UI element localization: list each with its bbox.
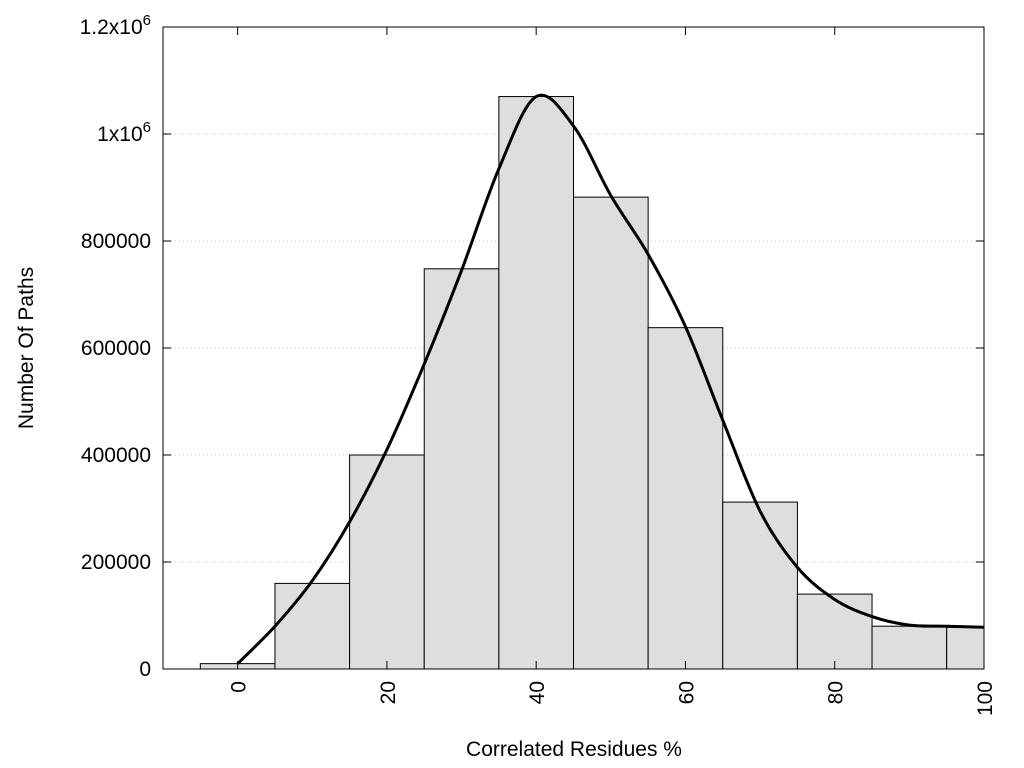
- x-tick-label-0: 0: [228, 681, 251, 693]
- y-tick-label-0: 0: [139, 658, 151, 681]
- y-tick-label-1: 200000: [81, 551, 151, 574]
- bar-7: [722, 501, 798, 670]
- y-axis-title: Number Of Paths: [15, 267, 38, 429]
- bar-3: [423, 268, 500, 670]
- x-tick-label-2: 40: [526, 681, 549, 704]
- bar-9: [871, 625, 948, 670]
- y-tick-label-6: 1.2x106: [80, 12, 151, 39]
- x-tick-label-4: 80: [825, 681, 848, 704]
- y-tick-label-2: 400000: [81, 444, 151, 467]
- bar-2: [349, 454, 425, 670]
- y-tick-label-5: 1x106: [97, 119, 151, 146]
- bar-5: [573, 196, 649, 670]
- bar-8: [796, 593, 873, 670]
- y-axis-ticks: 0 200000 400000 600000 800000 1x106 1.2x106: [80, 12, 984, 681]
- density-curve: [236, 93, 985, 665]
- bar-4: [498, 96, 575, 670]
- y-tick-label-3: 600000: [81, 337, 151, 360]
- bars: [199, 96, 985, 670]
- bar-10: [946, 626, 985, 670]
- grid-lines: [163, 133, 984, 563]
- y-tick-label-4: 800000: [81, 230, 151, 253]
- x-axis-title: Correlated Residues %: [466, 738, 682, 761]
- bar-1: [274, 582, 351, 670]
- bar-6: [647, 327, 724, 670]
- x-tick-label-1: 20: [377, 681, 400, 704]
- x-tick-label-5: 100: [974, 681, 997, 716]
- x-tick-label-3: 60: [675, 681, 698, 704]
- x-axis-ticks: 0 20 40 60 80 100: [228, 27, 997, 716]
